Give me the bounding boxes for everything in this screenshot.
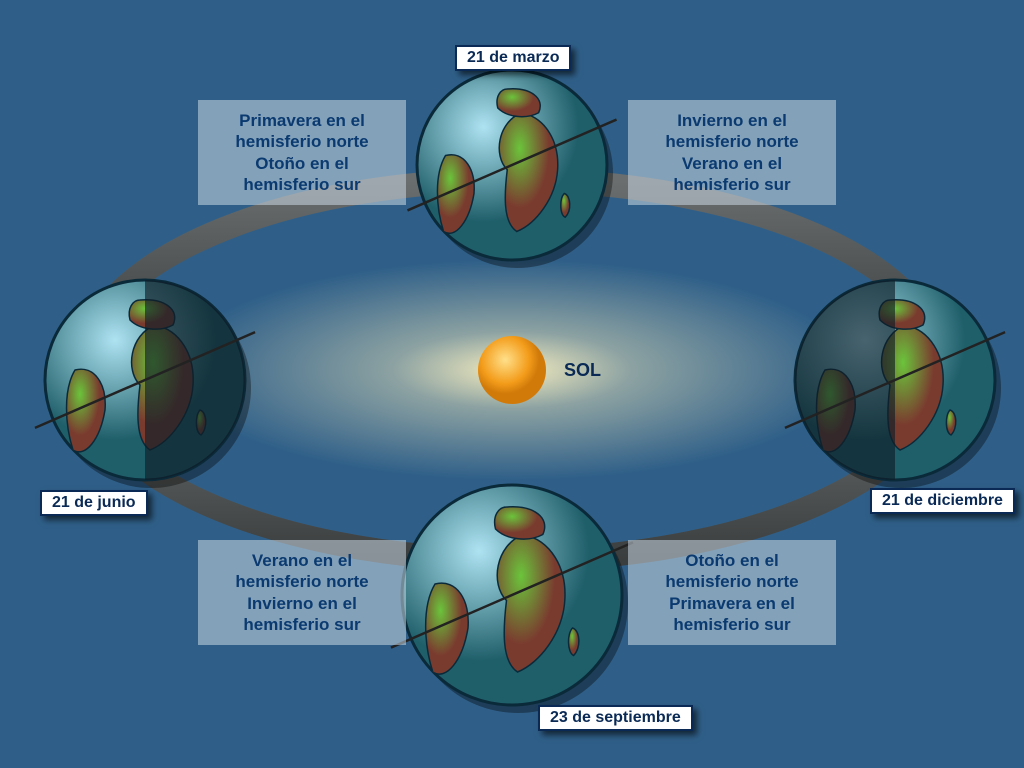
seasons-diagram: 21 de marzo 21 de junio 23 de septiembre 21… bbox=[0, 0, 1024, 768]
globe-top bbox=[407, 70, 616, 268]
season-line: Verano en el bbox=[642, 153, 822, 174]
season-line: hemisferio norte bbox=[212, 131, 392, 152]
season-line: hemisferio norte bbox=[642, 131, 822, 152]
season-line: hemisferio sur bbox=[212, 174, 392, 195]
date-label-bottom: 23 de septiembre bbox=[538, 705, 693, 731]
season-line: Otoño en el bbox=[212, 153, 392, 174]
season-line: Primavera en el bbox=[212, 110, 392, 131]
season-line: Primavera en el bbox=[642, 593, 822, 614]
season-line: hemisferio sur bbox=[642, 174, 822, 195]
globe-right bbox=[785, 280, 1005, 488]
season-line: Invierno en el bbox=[212, 593, 392, 614]
season-box-bottom-left: Verano en elhemisferio norteInvierno en … bbox=[198, 540, 406, 645]
season-line: hemisferio norte bbox=[212, 571, 392, 592]
season-line: Invierno en el bbox=[642, 110, 822, 131]
sun bbox=[478, 336, 546, 404]
globe-bottom bbox=[391, 485, 633, 713]
season-line: hemisferio sur bbox=[642, 614, 822, 635]
date-label-top: 21 de marzo bbox=[455, 45, 571, 71]
date-label-left: 21 de junio bbox=[40, 490, 148, 516]
season-box-bottom-right: Otoño en elhemisferio nortePrimavera en … bbox=[628, 540, 836, 645]
sun-label: SOL bbox=[564, 360, 601, 381]
season-line: hemisferio sur bbox=[212, 614, 392, 635]
season-box-top-right: Invierno en elhemisferio norteVerano en … bbox=[628, 100, 836, 205]
date-label-right: 21 de diciembre bbox=[870, 488, 1015, 514]
season-box-top-left: Primavera en elhemisferio norteOtoño en … bbox=[198, 100, 406, 205]
season-line: Verano en el bbox=[212, 550, 392, 571]
season-line: hemisferio norte bbox=[642, 571, 822, 592]
season-line: Otoño en el bbox=[642, 550, 822, 571]
globe-left bbox=[35, 280, 255, 488]
